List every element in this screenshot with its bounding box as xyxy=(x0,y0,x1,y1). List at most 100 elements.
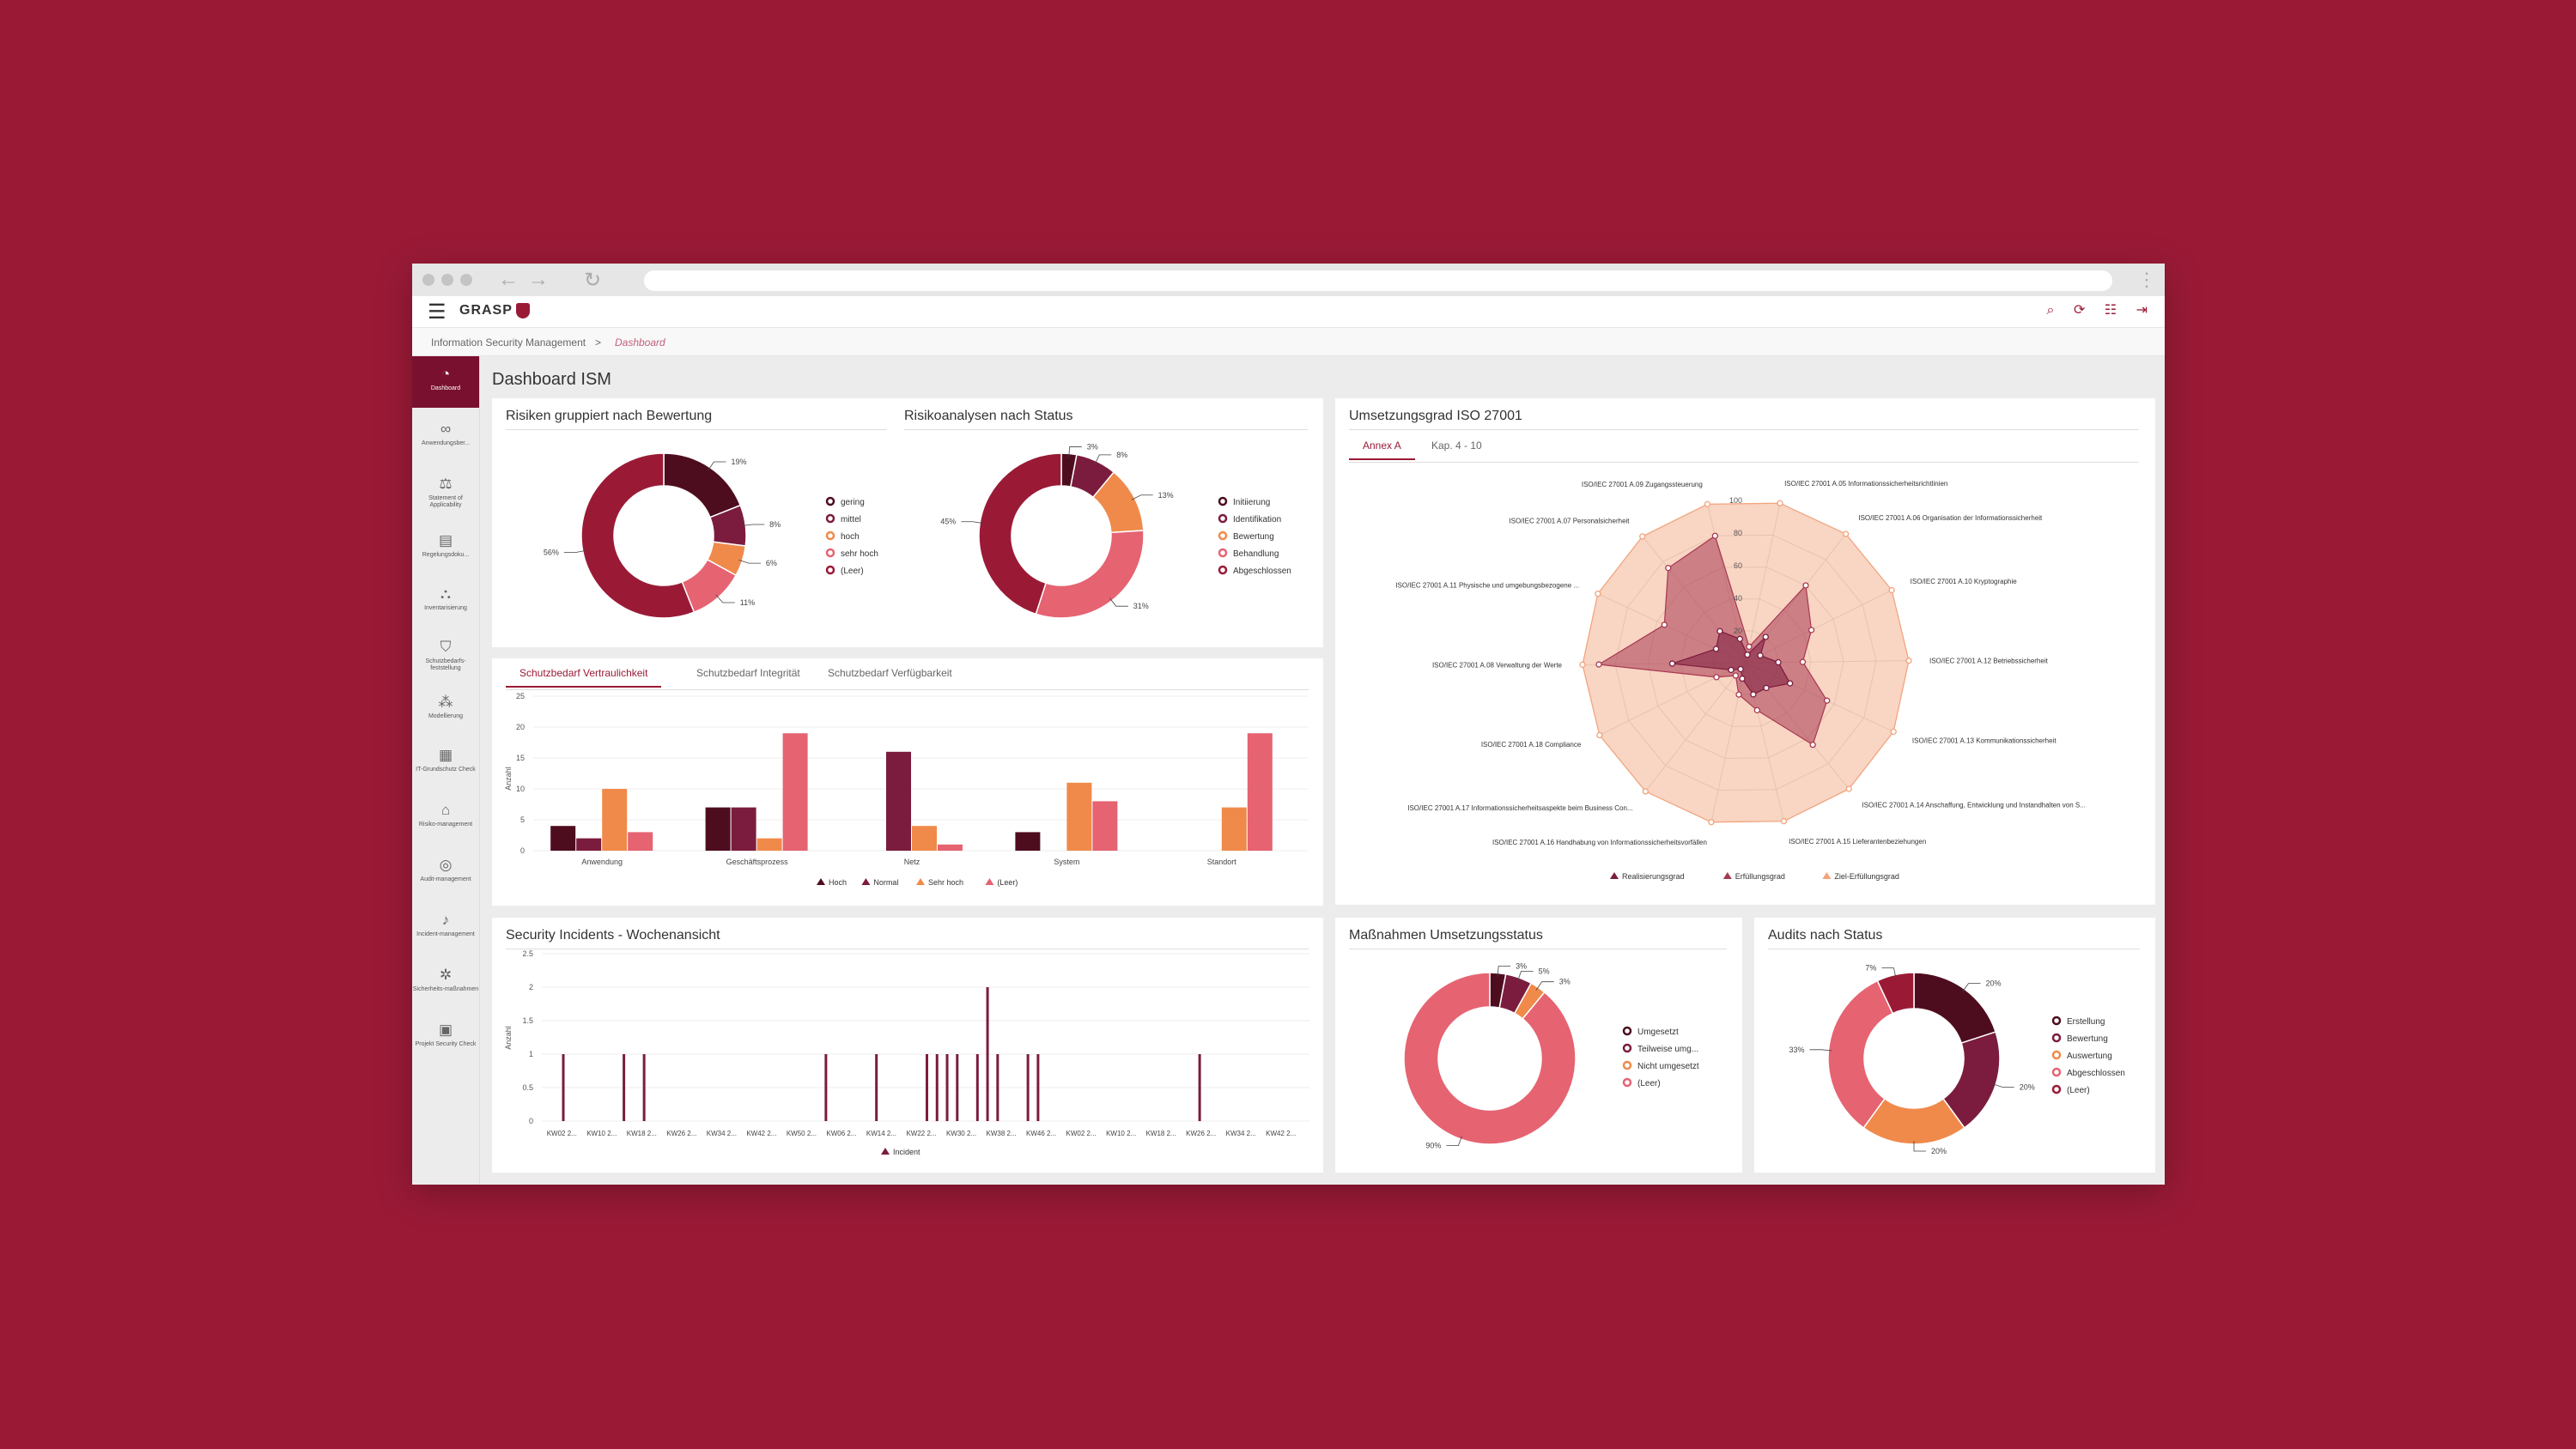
radar-point-2-12 xyxy=(1639,533,1646,540)
sidebar-item-9[interactable]: ◎ Audit-management xyxy=(412,847,479,899)
tab-vertraulichkeit[interactable]: Schutzbedarf Vertraulichkeit xyxy=(506,667,662,688)
address-bar[interactable] xyxy=(644,270,2112,291)
risk-status-value-label-0: 3% xyxy=(1087,442,1098,451)
risk-rating-value-label-3: 11% xyxy=(740,598,755,607)
sidebar-item-0[interactable]: ◔ Dashboard xyxy=(412,356,479,408)
sidebar-item-3[interactable]: ▤ Regelungsdoku... xyxy=(412,523,479,573)
radar-legend-marker-1 xyxy=(1722,872,1732,879)
sidebar-item-4[interactable]: ⛬ Inventarisierung xyxy=(412,576,479,626)
tab-integritaet[interactable]: Schutzbedarf Integrität xyxy=(696,667,800,679)
risk-rating-value-label-2: 6% xyxy=(766,559,777,567)
main-content: Dashboard ISM Risiken gruppiert nach Bew… xyxy=(480,356,2165,1185)
radar-category-label-13: ISO/IEC 27001 A.09 Zugangssteuerung xyxy=(1582,481,1703,488)
nodes-icon: ⁂ xyxy=(438,694,453,710)
incident-xtick-5: KW42 2... xyxy=(746,1130,776,1137)
incident-bar-7 xyxy=(945,1054,949,1121)
audits-value-label-4: 7% xyxy=(1865,964,1876,973)
incident-bar-13 xyxy=(1036,1054,1040,1121)
incident-bar-0 xyxy=(562,1054,565,1121)
sidebar-item-2[interactable]: ⚖ Statement of Applicability xyxy=(412,466,479,519)
window-minimize-dot[interactable] xyxy=(441,274,453,286)
sidebar-item-6[interactable]: ⁂ Modellierung xyxy=(412,684,479,734)
incident-xtick-6: KW50 2... xyxy=(787,1130,817,1137)
incident-xtick-16: KW26 2... xyxy=(1186,1130,1216,1137)
radar-category-label-1: ISO/IEC 27001 A.06 Organisation der Info… xyxy=(1858,514,2043,522)
radar-point-0-9 xyxy=(1728,666,1735,674)
risk-rating-legend-marker-3 xyxy=(825,548,835,558)
risk-status-leader-0 xyxy=(1068,446,1082,458)
sidebar-item-10[interactable]: ♪ Incident-management xyxy=(412,902,479,954)
hamburger-menu-icon[interactable]: ☰ xyxy=(428,300,447,324)
audits-leader-0 xyxy=(1962,983,1981,992)
glasses-icon: ∞ xyxy=(440,421,452,437)
measures-legend-marker-2 xyxy=(1622,1060,1632,1070)
protect-ytick-5: 25 xyxy=(516,692,525,700)
risk-status-value-label-2: 13% xyxy=(1158,491,1174,500)
search-icon[interactable]: ⌕ xyxy=(2046,303,2055,318)
breadcrumb-parent[interactable]: Information Security Management xyxy=(431,336,586,349)
radar-tick-2: 60 xyxy=(1734,561,1742,570)
risk-status-legend-label-4: Abgeschlossen xyxy=(1233,567,1291,576)
page-title: Dashboard ISM xyxy=(492,370,611,389)
risk-rating-legend-marker-2 xyxy=(825,530,835,541)
app-logo[interactable]: GRASP xyxy=(459,303,530,318)
incident-xtick-17: KW34 2... xyxy=(1226,1130,1256,1137)
refresh-icon[interactable]: ⟳ xyxy=(2073,303,2086,318)
radar-point-0-10 xyxy=(1668,660,1676,667)
forward-icon[interactable]: → xyxy=(528,268,549,291)
sidebar-item-1[interactable]: ∞ Anwendungsber... xyxy=(412,411,479,463)
incident-bar-4 xyxy=(875,1054,878,1121)
measures-slice-3 xyxy=(1403,972,1577,1145)
iso-tabs: Annex A Kap. 4 - 10 xyxy=(1349,440,2139,463)
incident-xtick-7: KW06 2... xyxy=(826,1130,856,1137)
protect-bar-0-0 xyxy=(550,826,576,851)
risk-status-title: Risikoanalysen nach Status xyxy=(904,409,1308,430)
incident-xtick-11: KW38 2... xyxy=(986,1130,1016,1137)
risk-status-legend-label-2: Bewertung xyxy=(1233,532,1274,542)
sidebar-item-11[interactable]: ✲ Sicherheits-maßnahmen xyxy=(412,957,479,1009)
sidebar-item-label: Risiko-management xyxy=(418,822,473,828)
sidebar-item-5[interactable]: ⛉ Schutzbedarfs-feststellung xyxy=(412,629,479,681)
radar-spoke-0 xyxy=(1745,503,1781,664)
reload-icon[interactable]: ↻ xyxy=(584,269,602,292)
incidents-title: Security Incidents - Wochenansicht xyxy=(506,928,1309,949)
radar-point-1-9 xyxy=(1713,674,1720,681)
incident-xtick-10: KW30 2... xyxy=(946,1130,976,1137)
protection-card: Schutzbedarf Vertraulichkeit Schutzbedar… xyxy=(492,658,1323,906)
risk-rating-legend-label-3: sehr hoch xyxy=(841,549,878,559)
audits-leader-4 xyxy=(1881,967,1897,979)
back-icon[interactable]: ← xyxy=(498,268,519,291)
sidebar-item-12[interactable]: ▣ Projekt Security Check xyxy=(412,1012,479,1064)
audits-value-label-1: 20% xyxy=(2020,1082,2035,1091)
radar-point-1-4 xyxy=(1824,697,1831,704)
browser-menu-icon[interactable]: ⋮ xyxy=(2137,269,2156,290)
sidebar-item-8[interactable]: ⌂ Risiko-management xyxy=(412,792,479,844)
protect-bar-3-0 xyxy=(1015,832,1041,851)
logout-icon[interactable]: ⇥ xyxy=(2136,303,2148,318)
audits-leader-3 xyxy=(1809,1049,1832,1052)
radar-point-1-5 xyxy=(1809,741,1816,749)
radar-category-label-10: ISO/IEC 27001 A.08 Verwaltung der Werte xyxy=(1432,662,1563,670)
tab-kap-4-10[interactable]: Kap. 4 - 10 xyxy=(1431,440,1482,452)
tab-verfuegbarkeit[interactable]: Schutzbedarf Verfügbarkeit xyxy=(828,667,952,679)
browser-chrome: ← → ↻ ⋮ xyxy=(412,264,2165,296)
tab-annex-a[interactable]: Annex A xyxy=(1349,440,1415,460)
window-close-dot[interactable] xyxy=(422,274,434,286)
protect-ytick-4: 20 xyxy=(516,723,525,731)
radar-point-0-7 xyxy=(1739,675,1746,682)
radar-category-label-11: ISO/IEC 27001 A.11 Physische und umgebun… xyxy=(1395,582,1579,590)
risk-rating-legend-marker-1 xyxy=(825,513,835,524)
window-maximize-dot[interactable] xyxy=(460,274,472,286)
radar-point-2-10 xyxy=(1579,661,1586,668)
audits-legend-marker-4 xyxy=(2051,1084,2062,1094)
risk-rating-leader-2 xyxy=(738,560,761,564)
sidebar-item-label: Inventarisierung xyxy=(424,605,467,611)
risk-rating-slice-0 xyxy=(663,452,742,518)
radar-spoke-8 xyxy=(1644,662,1747,792)
risk-status-legend-marker-0 xyxy=(1218,496,1228,506)
radar-point-0-4 xyxy=(1787,680,1794,687)
sidebar-item-7[interactable]: ▦ IT-Grundschutz Check xyxy=(412,737,479,789)
list-icon[interactable]: ☷ xyxy=(2104,303,2117,318)
incident-xtick-8: KW14 2... xyxy=(866,1130,896,1137)
incidents-bar-chart: 0 0.5 1 1.5 2 2.5 Anzahl KW02 2... KW10 2... KW18… xyxy=(504,949,1309,1156)
